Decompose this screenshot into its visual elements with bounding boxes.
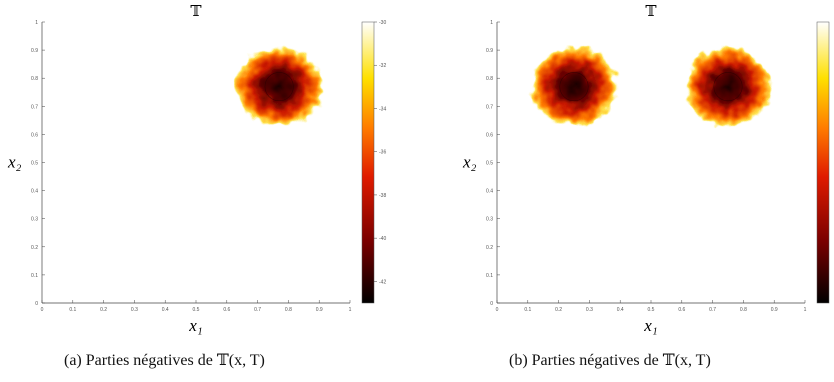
x-tick-label: 1 xyxy=(804,307,807,313)
colorbar-tick-label: -38 xyxy=(379,193,386,199)
x-tick-label: 0.9 xyxy=(316,307,323,313)
y-tick-label: 0.8 xyxy=(31,76,38,82)
x-tick-label: 0.7 xyxy=(709,307,716,313)
contour-circle-1 xyxy=(264,72,294,102)
x-tick-label: 0.7 xyxy=(254,307,261,313)
y-tick-label: 1 xyxy=(35,20,38,26)
x-axis-label: x₁ xyxy=(643,316,657,335)
y-tick-label: 0.7 xyxy=(31,104,38,110)
heat-blob-1 xyxy=(529,46,619,128)
colorbar xyxy=(361,21,375,304)
caption-b: (b) Parties négatives de 𝕋(x, T) xyxy=(509,352,711,369)
x-tick-label: 0 xyxy=(496,307,499,313)
y-tick-label: 0.9 xyxy=(486,48,493,54)
x-tick-label: 0.6 xyxy=(223,307,230,313)
y-tick-label: 0 xyxy=(490,301,493,307)
chart-panel-a: 0 0.1 0.2 0.3 0.4 0.5 0.6 0.7 0.8 0.9 1 0 0.1 0.2 0.3 0… xyxy=(7,4,386,335)
x-tick-label: 0.8 xyxy=(740,307,747,313)
colorbar-tick-label: -30 xyxy=(379,20,386,26)
heatmap-chart-a: 0 0.1 0.2 0.3 0.4 0.5 0.6 0.7 0.8 0.9 1 0 0.1 0.2 0.3 0… xyxy=(7,4,386,335)
y-axis-label: x₂ xyxy=(462,153,477,172)
y-tick-label: 0.9 xyxy=(31,48,38,54)
x-tick-label: 0.4 xyxy=(162,307,169,313)
x-tick-label: 0.5 xyxy=(648,307,655,313)
colorbar xyxy=(816,21,830,304)
y-tick-label: 1 xyxy=(490,20,493,26)
x-tick-label: 0.3 xyxy=(586,307,593,313)
y-tick-label: 0.4 xyxy=(31,189,38,195)
colorbar-tick-label: -36 xyxy=(379,150,386,156)
y-tick-label: 0 xyxy=(35,301,38,307)
y-tick-label: 0.5 xyxy=(486,161,493,167)
x-tick-label: 0.5 xyxy=(193,307,200,313)
caption-a: (a) Parties négatives de 𝕋(x, T) xyxy=(64,352,265,369)
heat-blob-2 xyxy=(683,46,773,128)
y-tick-label: 0.4 xyxy=(486,189,493,195)
colorbar-tick-label: -40 xyxy=(379,236,386,242)
x-tick-label: 0.4 xyxy=(617,307,624,313)
y-tick-label: 0.2 xyxy=(486,245,493,251)
y-tick-label: 0.5 xyxy=(31,161,38,167)
y-tick-label: 0.6 xyxy=(31,132,38,138)
contour-circle-2 xyxy=(713,72,743,102)
y-tick-label: 0.8 xyxy=(486,76,493,82)
y-tick-label: 0.3 xyxy=(486,217,493,223)
x-axis-label: x₁ xyxy=(188,316,202,335)
x-tick-label: 0.9 xyxy=(771,307,778,313)
contour-circle-1 xyxy=(559,72,589,102)
y-tick-label: 0.2 xyxy=(31,245,38,251)
y-tick-label: 0.3 xyxy=(31,217,38,223)
x-tick-label: 0.3 xyxy=(131,307,138,313)
x-tick-label: 0.1 xyxy=(69,307,76,313)
chart-title: 𝕋 xyxy=(645,4,657,20)
x-tick-label: 0.2 xyxy=(100,307,107,313)
y-tick-label: 0.7 xyxy=(486,104,493,110)
x-tick-label: 0.1 xyxy=(524,307,531,313)
x-tick-label: 1 xyxy=(349,307,352,313)
chart-panel-b: 0 0.1 0.2 0.3 0.4 0.5 0.6 0.7 0.8 0.9 1 0 0.1 0.2 0.3 0… xyxy=(417,0,834,382)
y-tick-label: 0.1 xyxy=(31,273,38,279)
x-tick-label: 0.8 xyxy=(285,307,292,313)
y-tick-label: 0.6 xyxy=(486,132,493,138)
colorbar-tick-label: -34 xyxy=(379,106,386,112)
heatmap-chart-b: 0 0.1 0.2 0.3 0.4 0.5 0.6 0.7 0.8 0.9 1 0 0.1 0.2 0.3 0… xyxy=(462,4,830,335)
y-tick-label: 0.1 xyxy=(486,273,493,279)
x-tick-label: 0 xyxy=(41,307,44,313)
colorbar-tick-label: -32 xyxy=(379,63,386,69)
chart-title: 𝕋 xyxy=(190,4,202,20)
y-axis-label: x₂ xyxy=(7,153,22,172)
colorbar-tick-label: -42 xyxy=(379,279,386,285)
x-tick-label: 0.2 xyxy=(555,307,562,313)
heat-blob-1 xyxy=(234,46,324,128)
x-tick-label: 0.6 xyxy=(678,307,685,313)
